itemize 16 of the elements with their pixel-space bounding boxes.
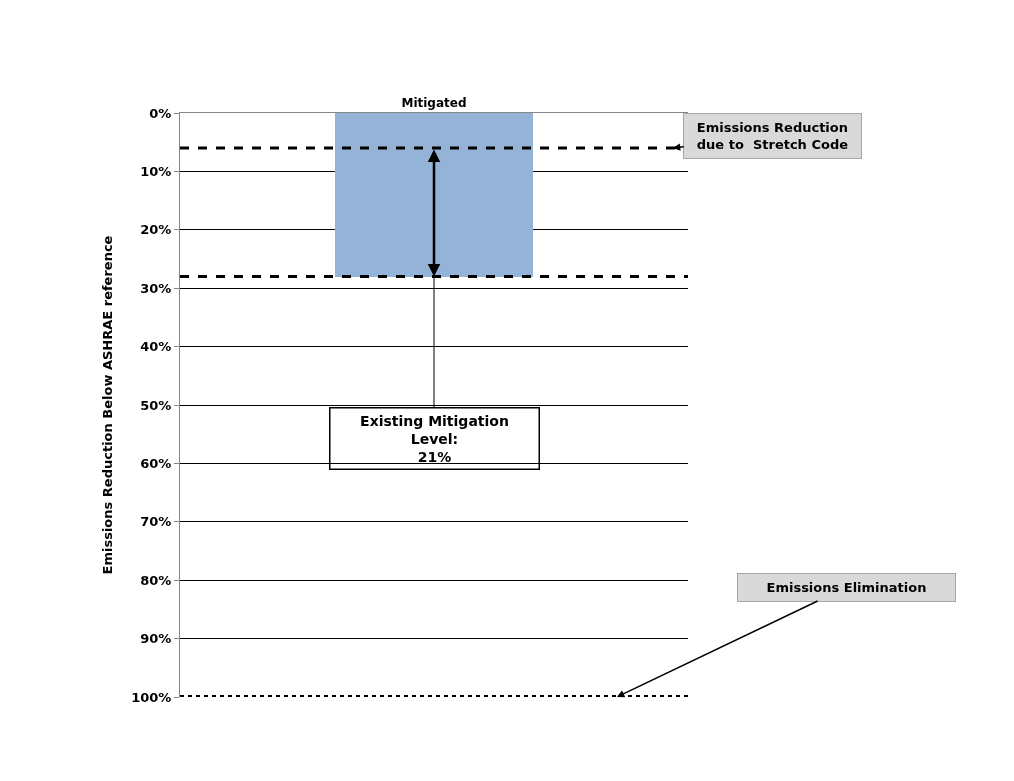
- y-tick-label: 80%: [140, 572, 172, 588]
- y-tick-label: 70%: [140, 514, 172, 530]
- y-tick-label: 90%: [140, 631, 172, 647]
- annotation: Existing Mitigation Level: 21%: [360, 412, 509, 465]
- y-tick-label: 20%: [140, 222, 172, 238]
- y-tick-label: 0%: [149, 105, 172, 121]
- y-tick-label: 60%: [140, 455, 172, 471]
- x-tick-label: Mitigated: [401, 96, 467, 111]
- y-tick-label: 10%: [140, 163, 172, 179]
- ref-line-label: Emissions Reduction due to Stretch Code: [696, 120, 849, 152]
- ref-line-label: Emissions Elimination: [766, 580, 927, 595]
- y-tick-label: 100%: [131, 689, 172, 705]
- y-tick-label: 40%: [140, 339, 172, 355]
- y-axis-title: Emissions Reduction Below ASHRAE reference: [100, 235, 116, 575]
- y-tick-label: 30%: [140, 280, 172, 296]
- y-tick-label: 50%: [140, 397, 172, 413]
